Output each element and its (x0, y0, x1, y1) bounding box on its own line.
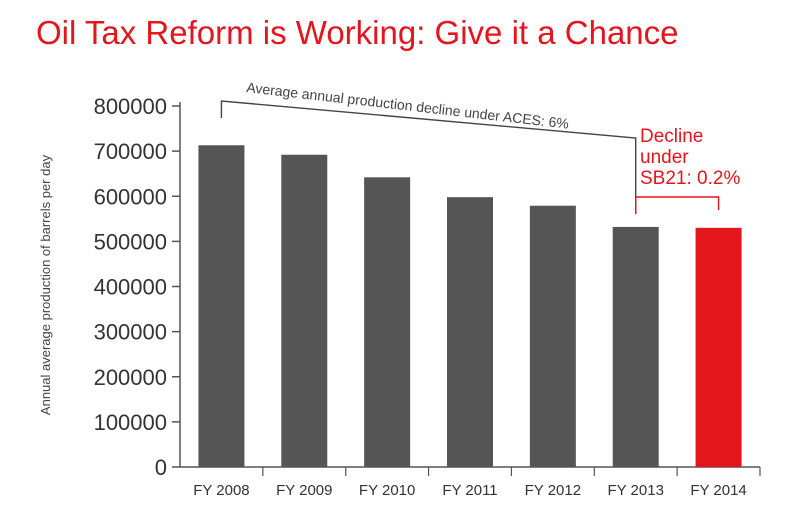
x-tick-label: FY 2011 (442, 482, 497, 499)
bar (198, 145, 245, 468)
y-axis-label: Annual average production of barrels per… (38, 154, 53, 415)
y-tick-label: 800000 (94, 94, 167, 119)
x-tick-label: FY 2014 (690, 482, 746, 499)
sb21-decline-label: Decline (640, 126, 703, 147)
axes: 0 100000 200000 300000 400000 500000 600000 700… (94, 94, 761, 480)
x-tick-label: FY 2009 (276, 482, 332, 499)
x-tick-label: FY 2008 (193, 482, 249, 499)
x-tick-label: FY 2013 (607, 482, 663, 499)
bar (612, 226, 659, 467)
aces-decline-bracket (220, 100, 637, 214)
y-tick-label: 200000 (94, 365, 167, 390)
y-tick-label: 300000 (94, 320, 167, 345)
sb21-decline-bracket (635, 196, 720, 213)
bar (695, 227, 742, 467)
sb21-decline-label: SB21: 0.2% (640, 168, 740, 189)
bar (281, 154, 328, 468)
x-tick-label: FY 2012 (525, 482, 581, 499)
bar (529, 205, 576, 467)
y-tick-label: 100000 (94, 410, 167, 435)
bar (447, 197, 493, 467)
aces-decline-label: Average annual production decline under … (246, 79, 570, 132)
bar (364, 177, 411, 468)
x-tick-label: FY 2010 (359, 482, 415, 499)
y-tick-label: 600000 (94, 184, 167, 209)
bars: FY 2008 FY 2009 FY 2010 FY 2011 FY 2012 FY 20… (193, 145, 747, 499)
y-tick-label: 400000 (94, 275, 167, 300)
y-tick-label: 700000 (94, 139, 167, 164)
y-tick-label: 500000 (94, 229, 167, 254)
sb21-decline-label: under (640, 147, 689, 168)
chart-title: Oil Tax Reform is Working: Give it a Cha… (36, 14, 679, 51)
y-tick-label: 0 (155, 455, 167, 480)
